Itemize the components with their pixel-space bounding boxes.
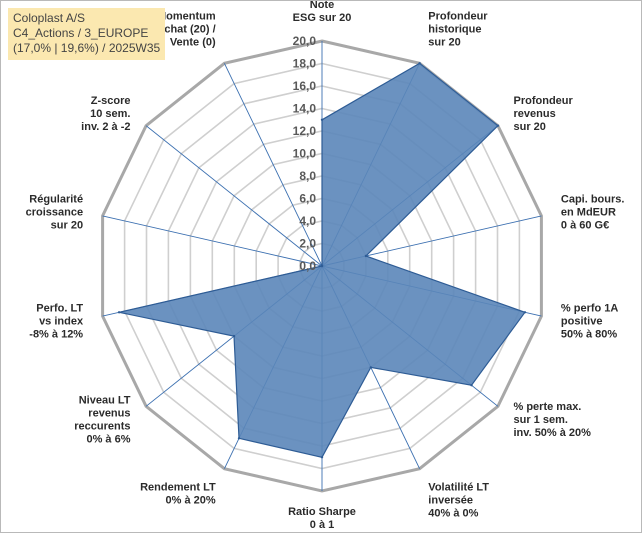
axis-label-5-line-0: % perte max. [514,401,582,413]
axis-label-11-line-0: Régularité [29,194,83,206]
axis-label-0-line-0: Note [310,1,334,11]
spoke-11 [102,215,323,267]
axis-label-7-line-1: 0 à 1 [310,519,334,531]
axis-label-9-line-2: reccurents [74,420,130,432]
data-point-8 [237,437,241,440]
axis-label-6-line-0: Volatilité LT [428,482,489,494]
title-company: Coloplast A/S [13,11,86,25]
axis-label-4-line-2: 50% à 80% [561,329,617,341]
tick-label-6: 12,0 [293,124,317,138]
axis-label-8-line-0: Rendement LT [140,482,216,494]
axis-label-12-line-1: 10 sem. [90,108,130,120]
axis-label-1-line-0: Profondeur [428,10,488,22]
chart-title-box: Coloplast A/S C4_Actions / 3_EUROPE (17,… [8,8,166,60]
axis-label-10-line-2: -8% à 12% [29,329,83,341]
tick-label-2: 4,0 [299,214,316,228]
data-point-2 [496,124,500,127]
axis-label-12-line-2: inv. 2 à -2 [81,121,130,133]
axis-label-3-line-2: 0 à 60 G€ [561,220,609,232]
data-point-5 [470,384,473,387]
tick-label-3: 6,0 [299,192,316,206]
axis-label-1-line-1: historique [428,23,481,35]
tick-label-1: 2,0 [299,237,316,251]
data-point-1 [418,62,421,65]
axis-label-4-line-1: positive [561,316,603,328]
axis-label-12-line-0: Z-score [91,95,131,107]
axis-label-6-line-1: inversée [428,495,473,507]
data-point-7 [320,456,324,459]
axis-label-5: % perte max.sur 1 sem.inv. 50% à 20% [514,401,592,439]
spoke-12 [145,125,323,267]
radar-series [117,62,527,459]
axis-label-8: Rendement LT0% à 20% [140,482,216,507]
axis-label-10-line-0: Perfo. LT [36,303,83,315]
title-period: (17,0% | 19,6%) / 2025W35 [13,41,161,55]
axis-label-9-line-1: revenus [88,407,130,419]
tick-label-10: 20,0 [293,34,317,48]
data-point-9 [232,334,236,338]
axis-label-8-line-1: 0% à 20% [166,495,216,507]
axis-label-6-line-2: 40% à 0% [428,508,478,520]
axis-label-0-line-1: ESG sur 20 [293,12,352,24]
radar-tick-labels: 0,0 2,0 4,0 6,0 8,0 10,0 12,0 14,0 16,0 18,0 20,0 [293,34,317,273]
axis-label-2-line-0: Profondeur [514,95,574,107]
data-point-13 [320,264,324,268]
data-point-10 [117,311,121,314]
tick-label-9: 18,0 [293,57,317,71]
tick-label-4: 8,0 [299,169,316,183]
spoke-13 [223,63,323,267]
axis-label-10-line-1: vs index [39,316,84,328]
axis-label-2-line-1: revenus [514,108,556,120]
axis-label-11-line-1: croissance [26,207,83,219]
tick-label-5: 10,0 [293,147,317,161]
axis-label-13-line-2: Vente (0) [170,36,216,48]
axis-label-4-line-0: % perfo 1A [561,303,619,315]
axis-label-3-line-1: en MdEUR [561,207,616,219]
axis-label-7-line-0: Ratio Sharpe [288,506,356,518]
axis-label-2-line-2: sur 20 [514,121,546,133]
data-point-6 [369,366,372,369]
axis-label-5-line-2: inv. 50% à 20% [514,427,592,439]
axis-label-1-line-2: sur 20 [428,36,460,48]
axis-label-13-line-1: Achat (20) / [156,23,215,35]
series-area [118,62,526,458]
data-point-0 [320,118,324,122]
tick-label-8: 16,0 [293,79,317,93]
axis-label-9-line-0: Niveau LT [79,394,131,406]
data-point-4 [523,311,527,314]
title-category: C4_Actions / 3_EUROPE [13,26,149,40]
axis-label-11-line-2: sur 20 [51,220,83,232]
axis-label-5-line-1: sur 1 sem. [514,414,568,426]
axis-label-13-line-0: Momentum [157,10,216,22]
tick-label-7: 14,0 [293,102,317,116]
tick-label-0: 0,0 [299,259,316,273]
axis-label-3-line-0: Capi. bours. [561,194,625,206]
data-point-3 [364,254,368,258]
axis-label-9-line-3: 0% à 6% [86,433,130,445]
